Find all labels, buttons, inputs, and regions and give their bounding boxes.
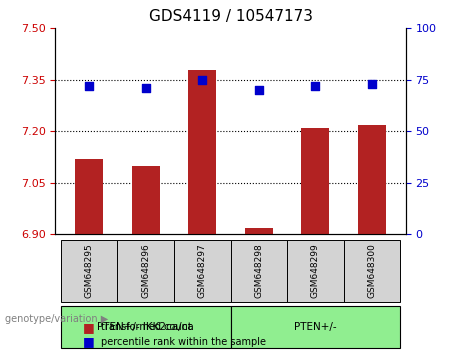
FancyBboxPatch shape (287, 240, 343, 302)
Text: PTEN+/- IKK2ca/ca: PTEN+/- IKK2ca/ca (97, 322, 194, 332)
FancyBboxPatch shape (343, 240, 400, 302)
Text: GSM648296: GSM648296 (141, 244, 150, 298)
FancyBboxPatch shape (230, 307, 400, 348)
Text: genotype/variation ▶: genotype/variation ▶ (5, 314, 108, 324)
FancyBboxPatch shape (230, 240, 287, 302)
FancyBboxPatch shape (61, 240, 118, 302)
Point (86, 83, 93, 89)
Bar (131, 166, 160, 234)
Bar (245, 228, 273, 234)
Text: PTEN+/-: PTEN+/- (294, 322, 337, 332)
Text: GSM648298: GSM648298 (254, 244, 263, 298)
Text: transformed count: transformed count (101, 322, 192, 332)
Text: ■: ■ (83, 321, 95, 334)
FancyBboxPatch shape (118, 240, 174, 302)
Point (199, 77, 206, 83)
FancyBboxPatch shape (174, 240, 230, 302)
Point (255, 87, 262, 93)
FancyBboxPatch shape (61, 307, 230, 348)
Text: ■: ■ (83, 335, 95, 348)
Text: GSM648300: GSM648300 (367, 244, 376, 298)
Title: GDS4119 / 10547173: GDS4119 / 10547173 (148, 9, 313, 24)
Text: GSM648299: GSM648299 (311, 244, 320, 298)
Text: percentile rank within the sample: percentile rank within the sample (101, 337, 266, 347)
Text: GSM648297: GSM648297 (198, 244, 207, 298)
Text: GSM648295: GSM648295 (85, 244, 94, 298)
Bar (75, 159, 103, 234)
Point (312, 83, 319, 89)
Bar (301, 128, 330, 234)
Point (142, 85, 149, 91)
Bar (188, 69, 216, 234)
Bar (358, 125, 386, 234)
Point (368, 81, 375, 87)
